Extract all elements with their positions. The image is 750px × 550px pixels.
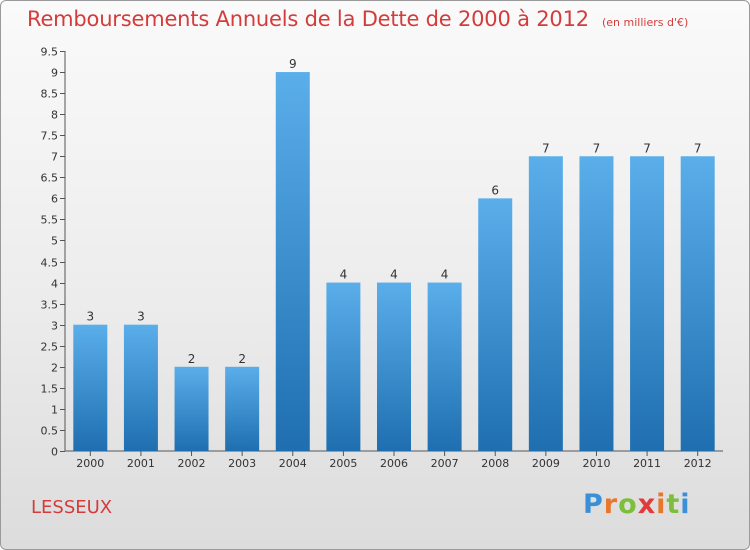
chart-title: Remboursements Annuels de la Dette de 20…: [27, 7, 589, 31]
bar-value-label: 9: [289, 57, 297, 71]
bar-value-label: 2: [238, 352, 246, 366]
x-tick-label: 2009: [532, 457, 560, 470]
y-tick-label: 8: [51, 109, 58, 122]
bar-value-label: 3: [86, 310, 94, 324]
bar-value-label: 4: [390, 268, 398, 282]
bar-2003[interactable]: [225, 366, 260, 451]
y-tick-label: 1: [51, 404, 58, 417]
bar-2010[interactable]: [579, 156, 614, 451]
bar-value-label: 4: [441, 268, 449, 282]
y-tick-label: 5.5: [41, 214, 59, 227]
chart-subtitle: (en milliers d'€): [602, 16, 689, 29]
bar-2009[interactable]: [528, 156, 563, 451]
proxiti-logo[interactable]: Proxiti: [583, 489, 691, 520]
x-tick-label: 2002: [178, 457, 206, 470]
y-tick-label: 0: [51, 446, 58, 459]
bar-2004[interactable]: [275, 72, 310, 451]
place-name: LESSEUX: [31, 497, 113, 518]
x-tick-label: 2008: [481, 457, 509, 470]
y-tick-label: 4: [51, 278, 58, 291]
x-tick-label: 2003: [228, 457, 256, 470]
x-tick-label: 2010: [582, 457, 610, 470]
bar-2005[interactable]: [326, 282, 361, 451]
x-tick-label: 2011: [633, 457, 661, 470]
y-tick-label: 9.5: [41, 46, 59, 59]
chart-bars: [73, 72, 715, 451]
y-tick-label: 7.5: [41, 130, 59, 143]
bar-2000[interactable]: [73, 324, 108, 451]
title-row: Remboursements Annuels de la Dette de 20…: [27, 7, 688, 31]
bar-2011[interactable]: [630, 156, 665, 451]
bar-value-label: 4: [340, 268, 348, 282]
y-tick-label: 0.5: [41, 425, 59, 438]
y-tick-label: 5: [51, 235, 58, 248]
y-tick-label: 3.5: [41, 299, 59, 312]
x-tick-label: 2006: [380, 457, 408, 470]
x-tick-label: 2007: [431, 457, 459, 470]
y-tick-label: 1.5: [41, 383, 59, 396]
bar-2012[interactable]: [680, 156, 715, 451]
bar-value-label: 7: [542, 141, 550, 155]
x-tick-label: 2001: [127, 457, 155, 470]
x-tick-label: 2004: [279, 457, 307, 470]
y-tick-label: 7: [51, 151, 58, 164]
chart-labels: 2000 3 2001 3 2002 2 2003 2 2004 9 2005 4 2006 4 2007 4…: [76, 57, 711, 470]
bar-value-label: 6: [491, 183, 499, 197]
x-tick-label: 2000: [76, 457, 104, 470]
y-tick-label: 2.5: [41, 341, 59, 354]
y-tick-label: 4.5: [41, 257, 59, 270]
bar-2002[interactable]: [174, 366, 209, 451]
y-tick-label: 6.5: [41, 172, 59, 185]
x-tick-label: 2005: [329, 457, 357, 470]
bar-value-label: 7: [643, 141, 651, 155]
y-tick-label: 3: [51, 320, 58, 333]
bar-2006[interactable]: [377, 282, 411, 451]
y-tick-label: 9: [51, 67, 58, 80]
bar-2008[interactable]: [478, 198, 513, 451]
y-tick-label: 8.5: [41, 88, 59, 101]
bar-value-label: 3: [137, 310, 145, 324]
bar-2001[interactable]: [123, 324, 158, 451]
y-tick-label: 2: [51, 362, 58, 375]
bar-value-label: 7: [593, 141, 601, 155]
bar-2007[interactable]: [427, 282, 462, 451]
chart-axes: 0 0.5 1 1.5 2 2.5 3 3.5 4 4.5 5 5.5 6 6.5 7 7.5 8 8.5 9 9.5: [41, 46, 723, 459]
bar-value-label: 7: [694, 141, 702, 155]
bar-value-label: 2: [188, 352, 196, 366]
x-tick-label: 2012: [684, 457, 712, 470]
y-tick-label: 6: [51, 193, 58, 206]
